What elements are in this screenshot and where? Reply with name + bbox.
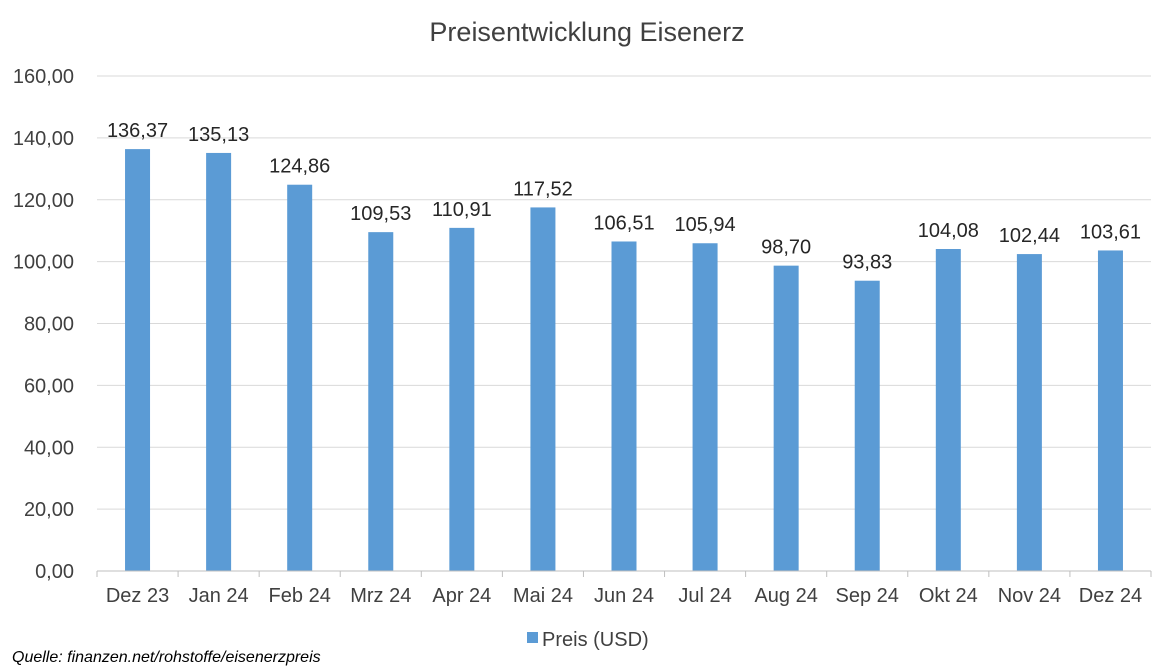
y-axis-ticks: 0,00 20,00 40,00 60,00 80,00 100,00 120,00 140,… [13,66,74,583]
y-tick-label: 80,00 [24,314,74,336]
bar [611,241,637,571]
bar [1097,250,1123,572]
data-label: 105,94 [674,214,735,236]
x-tick-label: Jun 24 [594,585,654,607]
x-tick-label: Dez 23 [106,585,169,607]
bar [287,184,313,572]
y-tick-label: 60,00 [24,375,74,397]
x-tick-label: Dez 24 [1079,585,1142,607]
y-tick-label: 160,00 [13,66,74,88]
data-label: 98,70 [761,237,811,259]
y-tick-label: 140,00 [13,128,74,150]
source-note: Quelle: finanzen.net/rohstoffe/eisenerzp… [12,649,321,666]
bar [125,149,151,571]
data-label: 117,52 [513,178,573,200]
data-label: 103,61 [1080,221,1141,243]
x-tick-label: Aug 24 [754,585,817,607]
bar [449,227,475,571]
x-tick-label: Okt 24 [919,585,978,607]
x-axis: Dez 23 Jan 24 Feb 24 Mrz 24 Apr 24 Mai 24 Jun … [96,570,1152,607]
legend: Preis (USD) [527,629,649,651]
legend-swatch [527,632,538,643]
data-label: 109,53 [350,203,411,225]
legend-label: Preis (USD) [542,629,649,651]
data-label: 124,86 [269,156,330,178]
bar [773,265,799,571]
data-label: 110,91 [432,199,492,221]
data-label: 135,13 [188,124,249,146]
x-tick-label: Mai 24 [513,585,573,607]
data-label: 136,37 [107,120,168,142]
x-tick-label: Nov 24 [998,585,1061,607]
bar [854,280,880,571]
data-label: 102,44 [999,225,1060,247]
bars [125,149,1123,572]
y-tick-label: 100,00 [13,252,74,274]
chart-title: Preisentwicklung Eisenerz [429,17,744,47]
x-tick-label: Feb 24 [269,585,331,607]
data-label: 93,83 [842,252,892,274]
y-tick-label: 120,00 [13,190,74,212]
x-tick-label: Mrz 24 [350,585,411,607]
y-tick-label: 0,00 [35,561,74,583]
x-tick-label: Jan 24 [189,585,249,607]
bar [935,249,961,571]
bar [368,232,394,572]
bar [530,207,556,572]
data-label: 104,08 [918,220,979,242]
data-label: 106,51 [593,212,654,234]
x-tick-label: Jul 24 [678,585,731,607]
x-tick-label: Apr 24 [432,585,491,607]
bar [206,152,232,571]
bar [692,243,718,572]
y-tick-label: 20,00 [24,499,74,521]
x-tick-label: Sep 24 [836,585,899,607]
y-tick-label: 40,00 [24,437,74,459]
bar [1016,254,1042,572]
data-labels: 136,37 135,13 124,86 109,53 110,91 117,52 106,… [107,120,1141,274]
